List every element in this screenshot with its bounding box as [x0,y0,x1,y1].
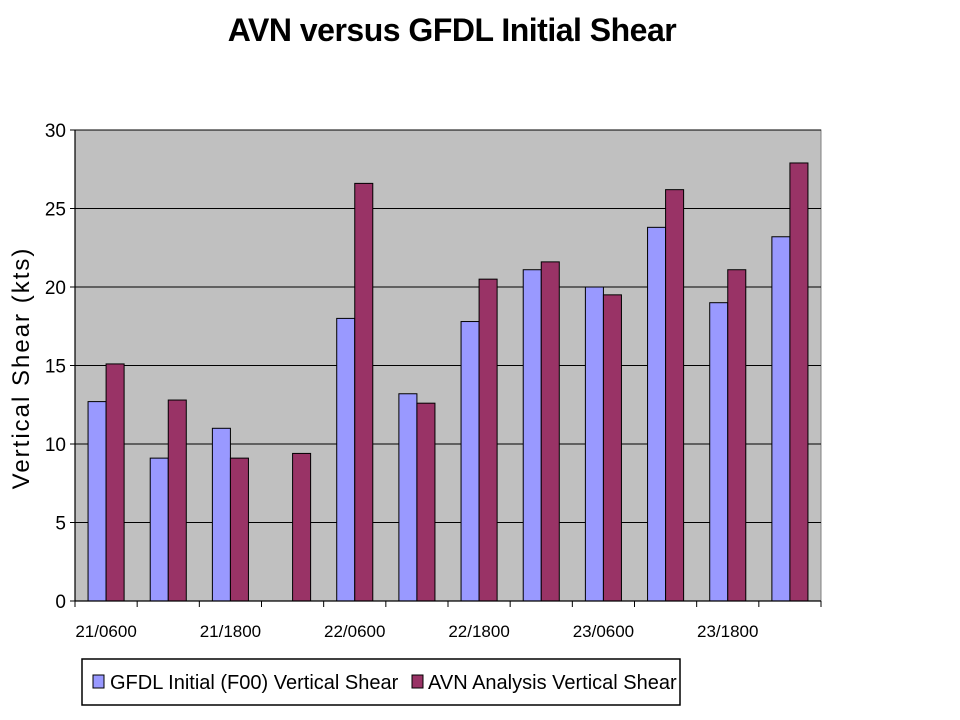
bar-avn-24/0000 [789,162,809,602]
x-tick-label: 21/0600 [75,622,136,641]
bar-gfdl-21/1800 [211,427,231,602]
x-tick-label: 23/1800 [697,622,758,641]
bar-avn-22/1200 [416,402,436,602]
bar-avn-22/0000 [292,452,312,602]
x-tick-label: 21/1800 [200,622,261,641]
x-tick-label: 23/0600 [573,622,634,641]
bar-gfdl-24/0000 [771,236,791,602]
bar-gfdl-23/1200 [647,226,667,602]
bar-gfdl-23/0000 [522,269,542,602]
bar-avn-22/1800 [478,278,498,602]
bars [87,162,809,602]
legend-swatch-gfdl [92,674,105,689]
bar-avn-21/1800 [229,457,249,602]
chart-title: AVN versus GFDL Initial Shear [227,12,677,48]
bar-avn-21/1200 [167,399,187,602]
bar-avn-23/0600 [602,294,622,602]
bar-gfdl-23/1800 [709,302,729,602]
legend-swatch-avn [411,674,424,689]
y-tick-label: 0 [55,592,66,613]
y-tick-label: 20 [45,278,66,299]
legend-label-avn: AVN Analysis Vertical Shear [428,672,677,694]
legend-box [81,658,681,706]
bar-gfdl-22/0600 [336,317,356,602]
bar-avn-22/0600 [354,182,374,602]
axes: 0 5 10 15 20 25 30 21/0600 21/1800 22/0600 22/1800… [45,121,822,641]
legend: GFDL Initial (F00) Vertical Shear AVN An… [81,658,681,706]
bar-avn-23/1800 [727,269,747,602]
y-tick-label: 30 [45,121,66,142]
bar-gfdl-21/0600 [87,401,107,602]
bar-gfdl-22/1800 [460,321,480,602]
y-tick-label: 25 [45,200,66,221]
bar-avn-21/0600 [105,363,125,602]
bar-avn-23/0000 [540,261,560,602]
legend-label-gfdl: GFDL Initial (F00) Vertical Shear [110,672,399,694]
y-tick-label: 5 [55,514,66,535]
bar-avn-23/1200 [665,189,685,602]
x-tick-label: 22/1800 [448,622,509,641]
bar-gfdl-22/1200 [398,393,418,602]
bar-gfdl-23/0600 [584,286,604,602]
x-tick-label: 22/0600 [324,622,385,641]
y-axis-title: Vertical Shear (kts) [8,247,35,490]
y-tick-label: 10 [45,435,66,456]
y-tick-label: 15 [45,357,66,378]
bar-gfdl-21/1200 [149,457,169,602]
gridlines [75,129,821,523]
